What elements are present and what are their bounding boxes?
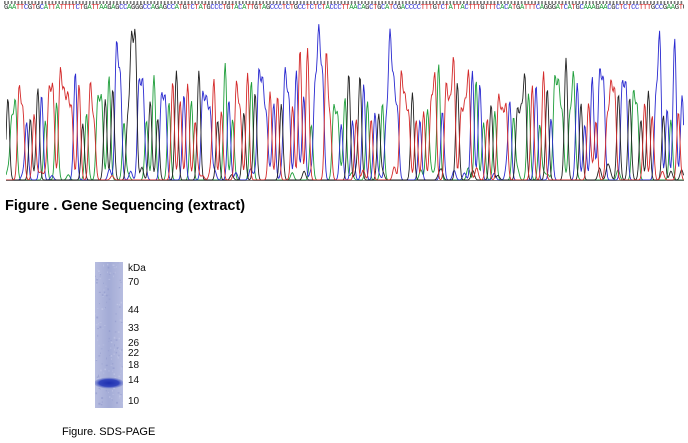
marker-label-18: 18 xyxy=(128,360,140,372)
protein-band xyxy=(95,377,123,389)
figure-caption-gene-sequencing: Figure . Gene Sequencing (extract) xyxy=(5,198,246,214)
trace-T xyxy=(6,47,684,181)
sequence-text: GAATTCGTGCATTATTTTCTGATTAAGAGCCAGGGCCAGA… xyxy=(4,4,684,12)
sds-page-gel-lane xyxy=(95,262,123,408)
figure-caption-sds-page: Figure. SDS-PAGE xyxy=(62,426,156,438)
marker-label-22: 22 xyxy=(128,347,140,359)
marker-label-10: 10 xyxy=(128,396,140,407)
sequence-position-ticks xyxy=(4,1,683,4)
marker-label-70: 70 xyxy=(128,277,140,288)
sequencing-chromatogram xyxy=(6,24,684,181)
marker-label-26: 26 xyxy=(128,337,140,349)
marker-label-44: 44 xyxy=(128,305,140,317)
marker-label-33: 33 xyxy=(128,323,140,334)
gel-unit-label: kDa xyxy=(128,263,146,274)
marker-label-14: 14 xyxy=(128,375,140,387)
